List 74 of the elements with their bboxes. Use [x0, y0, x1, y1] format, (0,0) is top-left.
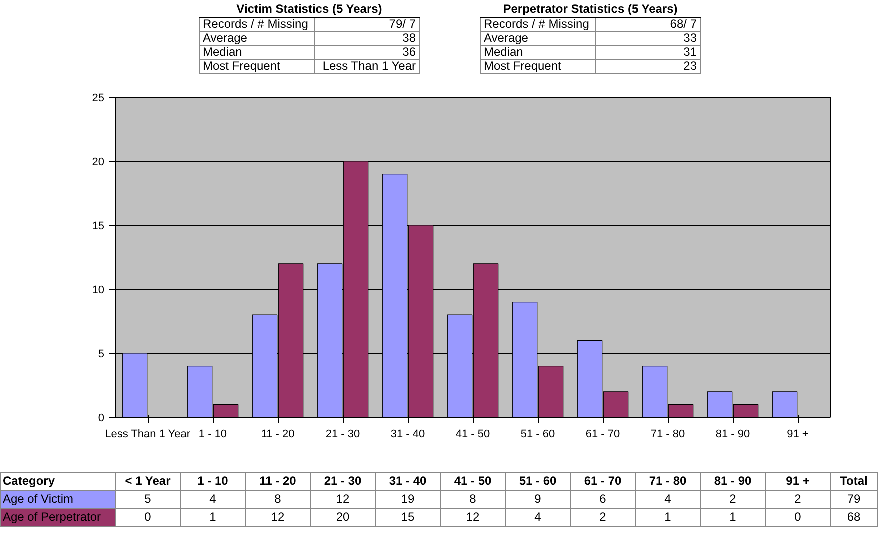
text: Less Than 1 Year [314, 59, 420, 74]
x-tick-label: 11 - 20 [261, 428, 295, 440]
data-label: 20 [310, 508, 376, 527]
text: 11 - 20 [246, 472, 310, 491]
text: 68 [830, 508, 878, 527]
text: 21 - 30 [310, 472, 376, 491]
x-tick-label: Less Than 1 Year [105, 428, 191, 440]
text: Age of Perpetrator [0, 508, 116, 527]
text: < 1 Year [116, 472, 180, 491]
data-label: 2 [766, 490, 830, 509]
data-label: 12 [440, 508, 506, 527]
data-label: 1 [636, 508, 700, 527]
data-label: 9 [506, 490, 570, 509]
y-tick-label: 0 [98, 412, 105, 424]
data-label: 1 [700, 508, 766, 527]
text: Age of Victim [0, 490, 116, 509]
text: 68/ 7 [596, 17, 700, 32]
data-label: 0 [116, 508, 180, 527]
x-tick-label: 61 - 70 [586, 428, 620, 440]
y-tick-label: 10 [92, 284, 105, 296]
data-label: 8 [440, 490, 506, 509]
text: Victim Statistics (5 Years) [200, 2, 420, 18]
text: Most Frequent [200, 59, 314, 74]
data-label: 2 [570, 508, 636, 527]
data-label: 15 [376, 508, 440, 527]
x-tick-label: 41 - 50 [456, 428, 490, 440]
x-tick-label: 1 - 10 [198, 428, 228, 440]
text: 33 [596, 31, 700, 46]
text: Most Frequent [480, 59, 596, 74]
data-label: 2 [700, 490, 766, 509]
text: 31 [596, 45, 700, 60]
x-tick-label: 81 - 90 [716, 428, 750, 440]
text: Median [480, 45, 596, 60]
data-label: 12 [310, 490, 376, 509]
text: Perpetrator Statistics (5 Years) [480, 2, 700, 18]
text: 31 - 40 [376, 472, 440, 491]
text: 41 - 50 [440, 472, 506, 491]
text: 71 - 80 [636, 472, 700, 491]
text: Records / # Missing [480, 17, 596, 32]
text: Total [830, 472, 878, 491]
data-label: 6 [570, 490, 636, 509]
data-label: 4 [636, 490, 700, 509]
data-label: 12 [246, 508, 310, 527]
text: 91 + [766, 472, 830, 491]
data-label: 19 [376, 490, 440, 509]
text: 51 - 60 [506, 472, 570, 491]
x-tick-label: 91 + [787, 428, 809, 440]
y-tick-label: 5 [98, 348, 105, 360]
text: 81 - 90 [700, 472, 766, 491]
text: 38 [314, 31, 420, 46]
y-tick-label: 25 [92, 92, 105, 104]
text: 1 - 10 [180, 472, 246, 491]
text: 79/ 7 [314, 17, 420, 32]
y-tick-label: 20 [92, 156, 105, 168]
data-label: 4 [506, 508, 570, 527]
text: 36 [314, 45, 420, 60]
text: Category [0, 472, 116, 491]
text: Median [200, 45, 314, 60]
x-tick-label: 31 - 40 [390, 428, 426, 440]
data-label: 4 [180, 490, 246, 509]
text: Records / # Missing [200, 17, 314, 32]
data-label: 5 [116, 490, 180, 509]
data-label: 0 [766, 508, 830, 527]
text: 23 [596, 59, 700, 74]
text: Average [480, 31, 596, 46]
x-tick-label: 71 - 80 [650, 428, 686, 440]
data-label: 8 [246, 490, 310, 509]
text: Average [200, 31, 314, 46]
data-label: 1 [180, 508, 246, 527]
text: 61 - 70 [570, 472, 636, 491]
x-tick-label: 21 - 30 [326, 428, 360, 440]
y-tick-label: 15 [92, 220, 105, 232]
text: 79 [830, 490, 878, 509]
x-tick-label: 51 - 60 [520, 428, 556, 440]
